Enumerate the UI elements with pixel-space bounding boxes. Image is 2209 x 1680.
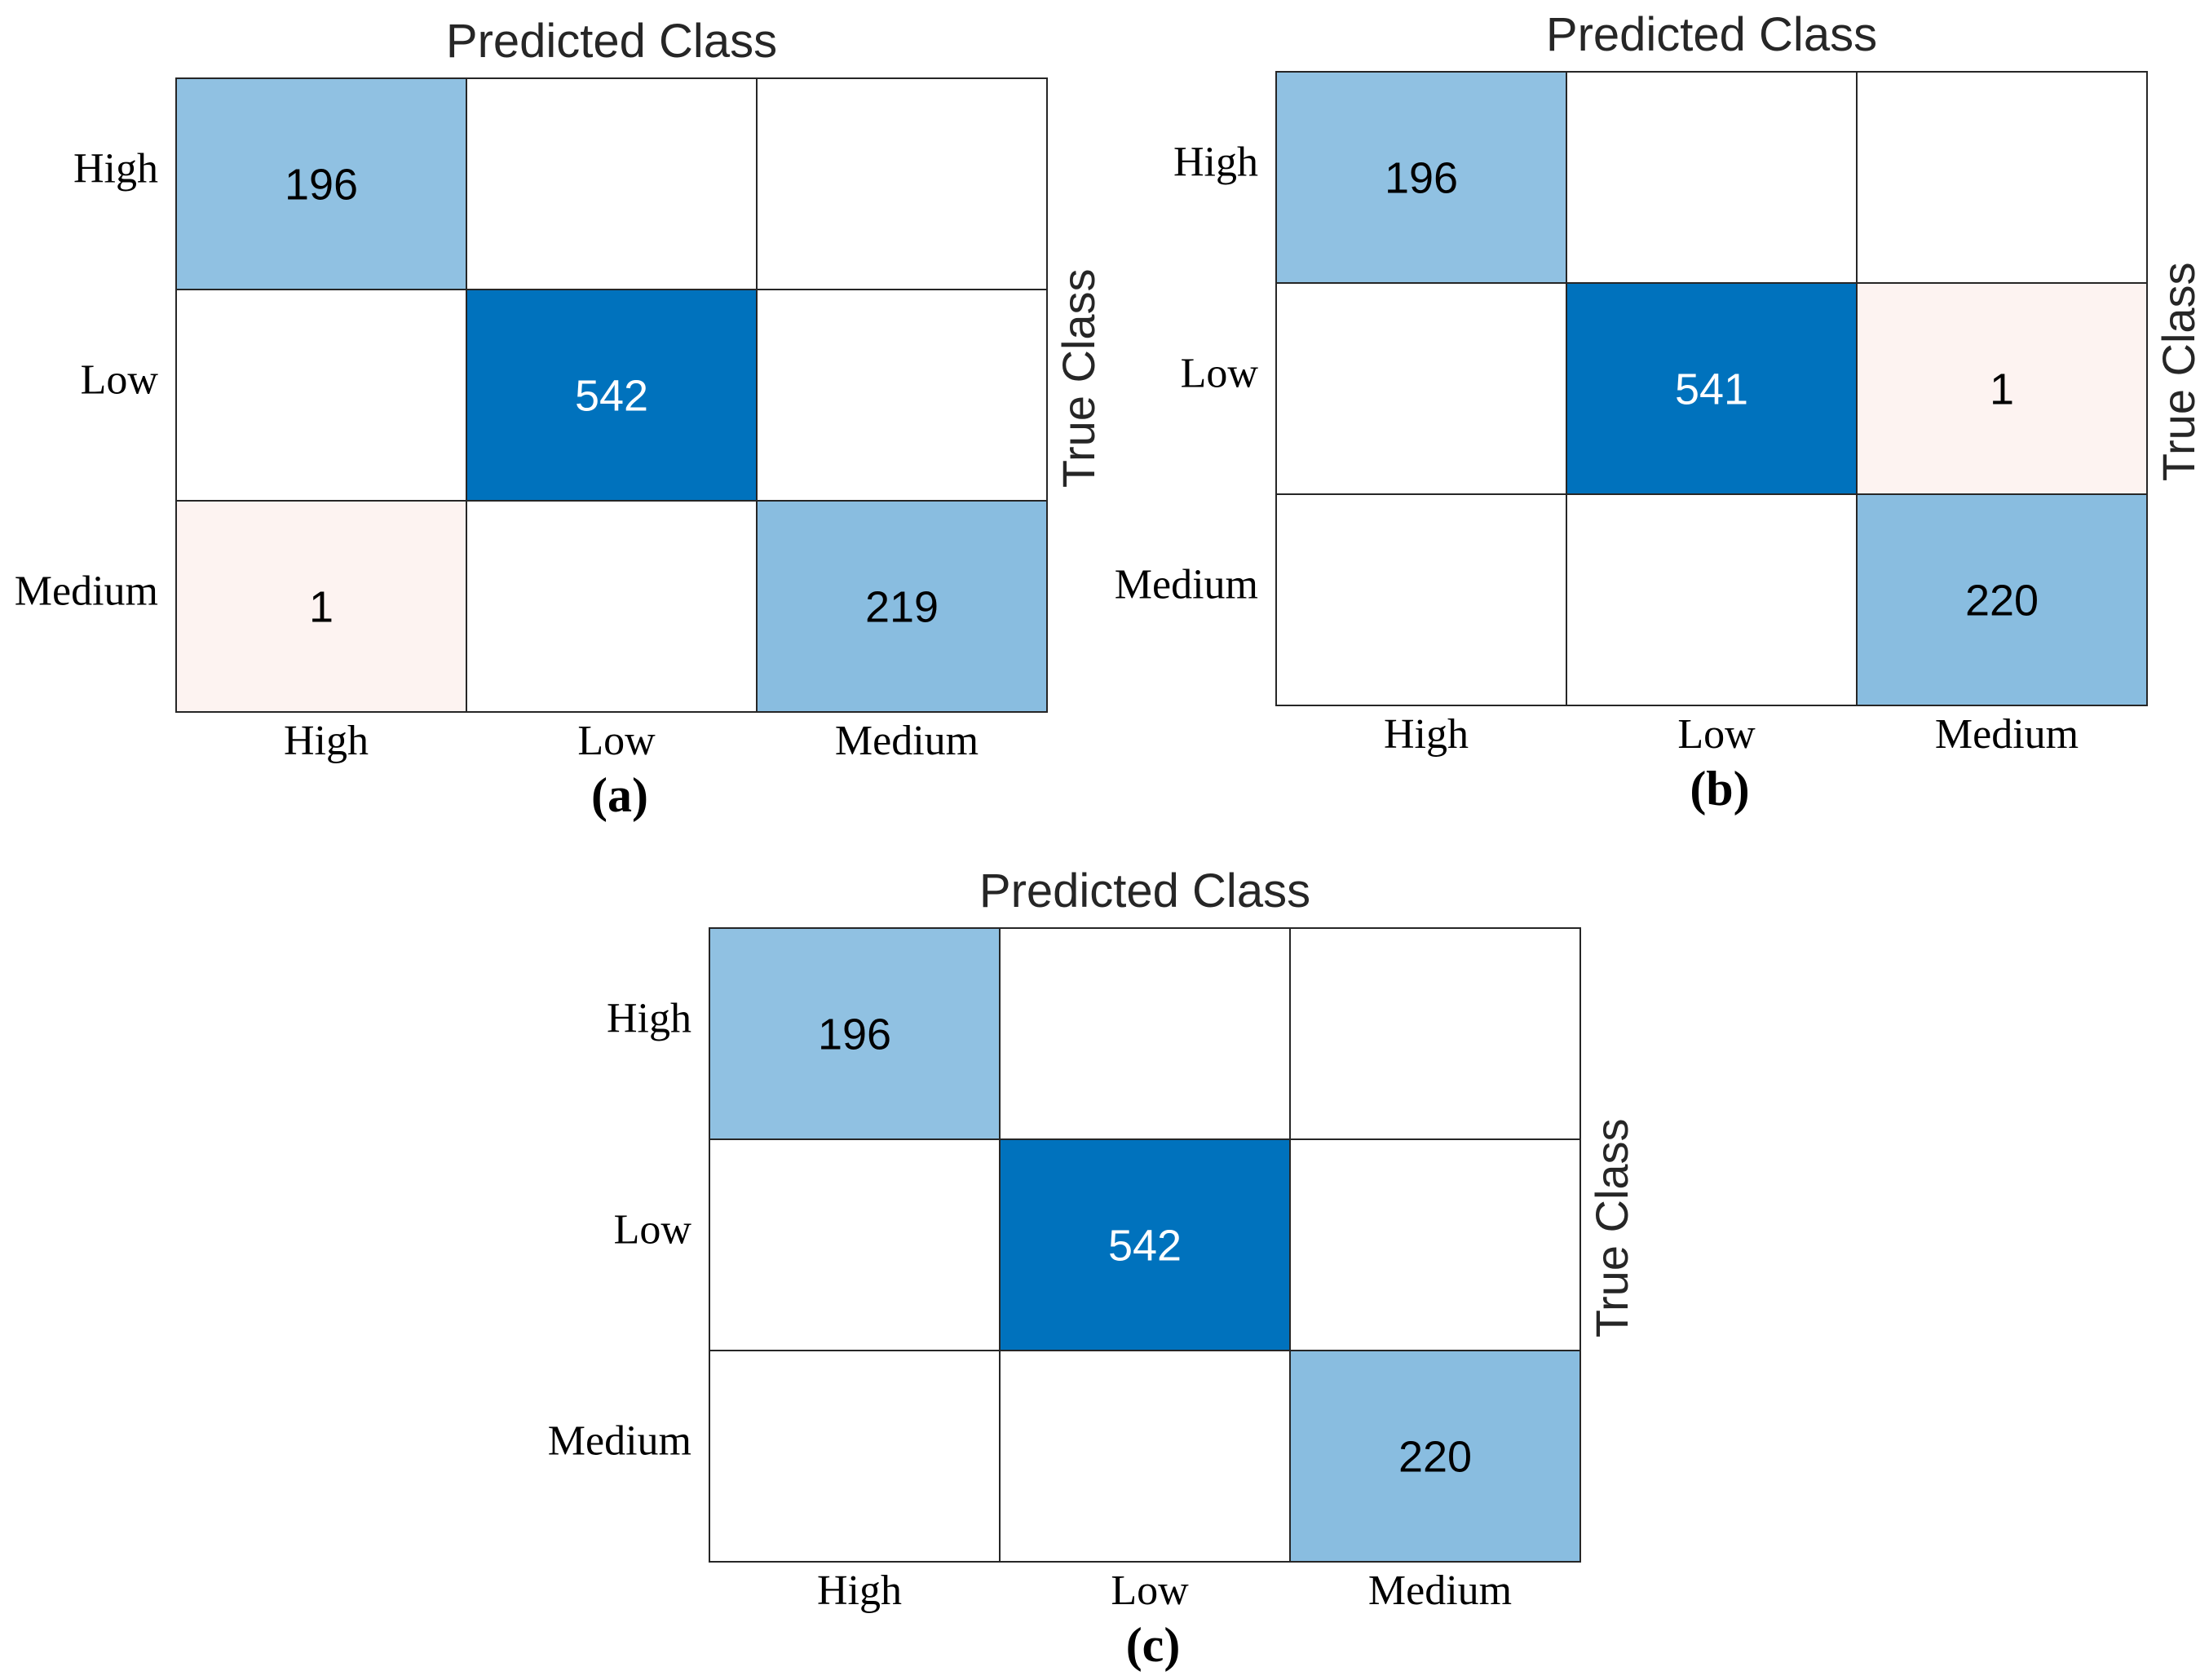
matrix-cell <box>999 1138 1291 1351</box>
y-tick-label: High <box>1173 139 1258 186</box>
y-tick-label: High <box>607 996 691 1042</box>
matrix-cell <box>999 1350 1291 1563</box>
cell-value: 541 <box>1675 365 1748 414</box>
matrix-cell <box>1289 927 1581 1140</box>
confusion-matrix-c: 196 542 220 Predicted Class High Low Medium Hig… <box>548 864 1637 1672</box>
cell-value: 1 <box>1990 365 2014 414</box>
matrix-cell <box>1566 493 1858 706</box>
x-tick-label: High <box>1384 711 1469 758</box>
chart-title: Predicted Class <box>1546 8 1877 61</box>
y-axis-label: True Class <box>1586 1118 1637 1337</box>
matrix-cell <box>466 500 758 713</box>
matrix-cell <box>709 1138 1001 1351</box>
matrix-cell <box>1856 493 2148 706</box>
x-tick-label: Medium <box>835 718 979 764</box>
y-tick-label: High <box>73 146 158 192</box>
matrix-cell <box>1275 493 1567 706</box>
matrix-cell <box>756 500 1048 713</box>
x-tick-label: High <box>817 1567 902 1614</box>
y-tick-label: Medium <box>15 568 158 615</box>
matrix-cell <box>466 289 758 502</box>
x-tick-label: Low <box>1677 711 1756 758</box>
x-tick-label: Medium <box>1935 711 2079 758</box>
cell-value: 542 <box>575 372 648 421</box>
matrix-cell <box>709 1350 1001 1563</box>
matrix-cell <box>175 77 467 290</box>
x-tick-label: Medium <box>1368 1567 1512 1614</box>
cell-value: 1 <box>309 583 334 632</box>
matrix-cell <box>1289 1350 1581 1563</box>
matrix-cell <box>1275 71 1567 284</box>
matrix-cell <box>1275 282 1567 495</box>
panel-caption: (a) <box>591 768 648 822</box>
cell-value: 220 <box>1398 1433 1472 1482</box>
matrix-cell <box>1289 1138 1581 1351</box>
matrix-cell <box>1566 282 1858 495</box>
matrix-cell <box>756 77 1048 290</box>
x-tick-label: Low <box>577 718 656 764</box>
cell-value: 196 <box>285 161 358 210</box>
confusion-matrix-b: 196 541 1 220 Predicted Class High Low Medium Hi… <box>1115 8 2204 816</box>
y-tick-label: Low <box>81 357 159 404</box>
panel-caption: (c) <box>1126 1618 1181 1672</box>
cell-value: 542 <box>1108 1222 1182 1271</box>
confusion-matrix-a: 196 542 1 219 Predicted Class High Low Medium Hi… <box>15 15 1104 822</box>
chart-title: Predicted Class <box>446 15 777 68</box>
panel-caption: (b) <box>1690 762 1749 816</box>
matrix-cell <box>756 289 1048 502</box>
matrix-cell <box>1856 282 2148 495</box>
cell-value: 196 <box>818 1010 891 1059</box>
y-tick-label: Medium <box>1115 562 1258 608</box>
matrix-cell <box>175 289 467 502</box>
cell-value: 219 <box>865 583 939 632</box>
cell-value: 196 <box>1385 154 1458 203</box>
y-tick-label: Medium <box>548 1418 691 1465</box>
matrix-cell <box>1566 71 1858 284</box>
matrix-cell <box>466 77 758 290</box>
y-axis-label: True Class <box>2153 262 2204 481</box>
matrix-cell <box>175 500 467 713</box>
chart-title: Predicted Class <box>979 864 1310 917</box>
matrix-cell <box>1856 71 2148 284</box>
y-tick-label: Low <box>614 1207 692 1253</box>
y-axis-label: True Class <box>1053 268 1104 488</box>
y-tick-label: Low <box>1181 351 1259 397</box>
cell-value: 220 <box>1965 577 2039 626</box>
matrix-cell <box>999 927 1291 1140</box>
x-tick-label: High <box>284 718 369 764</box>
x-tick-label: Low <box>1111 1567 1189 1614</box>
